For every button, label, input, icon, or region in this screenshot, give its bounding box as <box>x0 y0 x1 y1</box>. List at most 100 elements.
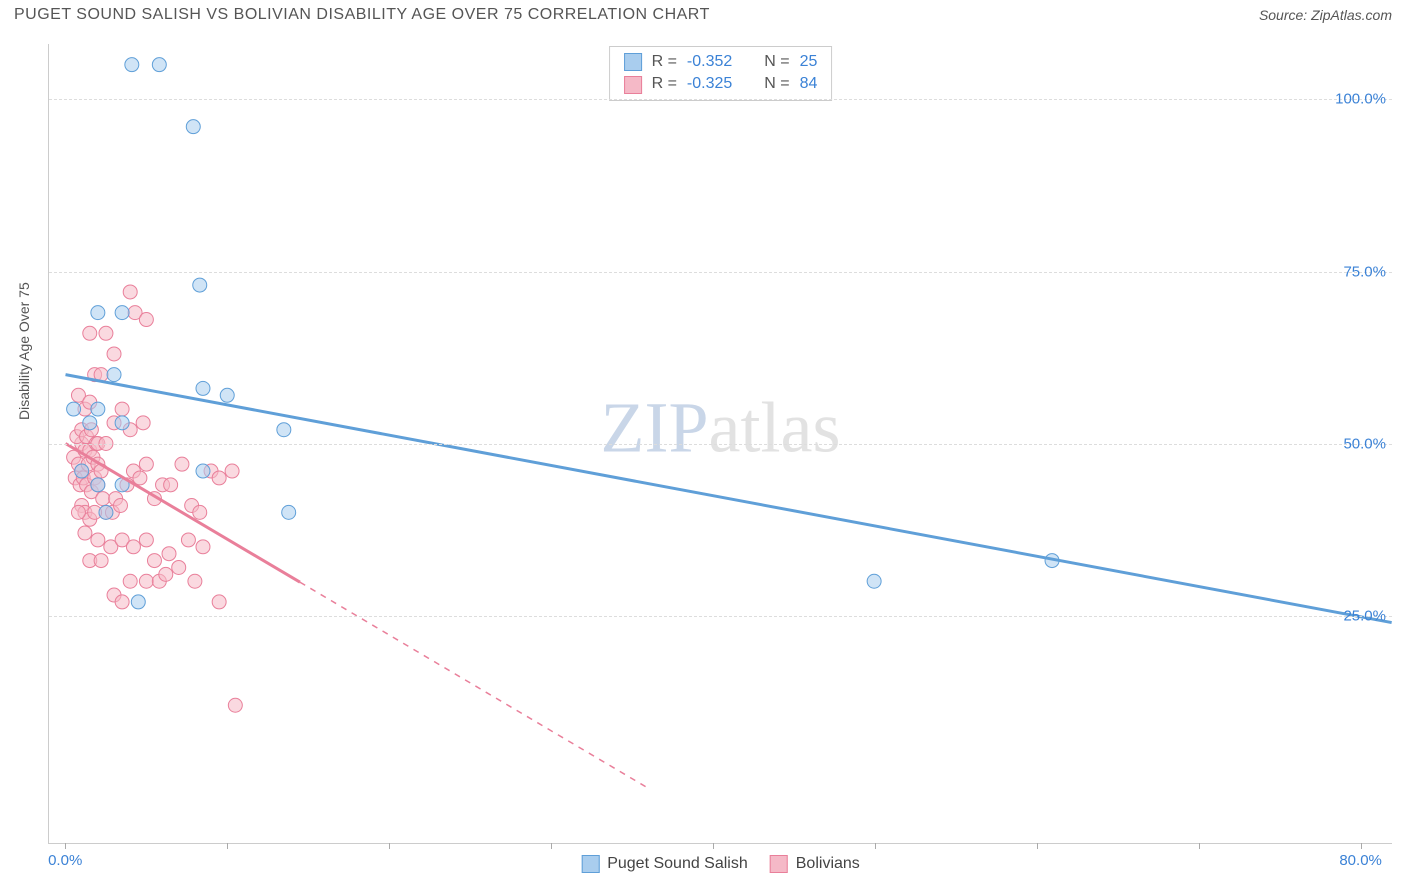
legend-swatch-1 <box>770 855 788 873</box>
data-point <box>94 554 108 568</box>
n-label-0: N = <box>764 51 789 73</box>
data-point <box>136 416 150 430</box>
data-point <box>71 505 85 519</box>
legend-label-0: Puget Sound Salish <box>607 855 748 873</box>
r-value-1: -0.325 <box>687 73 732 95</box>
data-point <box>277 423 291 437</box>
data-point <box>83 326 97 340</box>
xtick <box>227 843 228 849</box>
data-point <box>133 471 147 485</box>
ytick-label: 100.0% <box>1335 91 1386 108</box>
data-point <box>115 306 129 320</box>
data-point <box>115 595 129 609</box>
stats-row-1: R = -0.325 N = 84 <box>624 73 818 95</box>
data-point <box>107 368 121 382</box>
data-point <box>75 464 89 478</box>
data-point <box>162 547 176 561</box>
data-point <box>193 278 207 292</box>
legend: Puget Sound Salish Bolivians <box>581 855 860 873</box>
data-point <box>126 540 140 554</box>
data-point <box>139 533 153 547</box>
data-point <box>193 505 207 519</box>
data-point <box>67 402 81 416</box>
data-point <box>147 554 161 568</box>
data-point <box>91 478 105 492</box>
gridline-h <box>49 616 1392 617</box>
source-text: Source: ZipAtlas.com <box>1259 7 1392 23</box>
chart-plot-area: ZIPatlas R = -0.352 N = 25 R = -0.325 N … <box>48 44 1392 844</box>
swatch-series-0 <box>624 53 642 71</box>
data-point <box>123 574 137 588</box>
data-point <box>867 574 881 588</box>
y-axis-label: Disability Age Over 75 <box>16 282 32 420</box>
data-point <box>188 574 202 588</box>
r-label-1: R = <box>652 73 677 95</box>
n-value-1: 84 <box>800 73 818 95</box>
data-point <box>175 457 189 471</box>
data-point <box>78 526 92 540</box>
data-point <box>107 347 121 361</box>
data-point <box>212 471 226 485</box>
data-point <box>99 326 113 340</box>
data-point <box>91 533 105 547</box>
data-point <box>159 567 173 581</box>
data-point <box>125 58 139 72</box>
data-point <box>212 595 226 609</box>
data-point <box>220 388 234 402</box>
gridline-h <box>49 444 1392 445</box>
gridline-h <box>49 99 1392 100</box>
data-point <box>172 560 186 574</box>
n-value-0: 25 <box>800 51 818 73</box>
legend-swatch-0 <box>581 855 599 873</box>
data-point <box>91 306 105 320</box>
xtick-label: 80.0% <box>1339 852 1382 869</box>
chart-title: PUGET SOUND SALISH VS BOLIVIAN DISABILIT… <box>14 6 710 24</box>
data-point <box>83 416 97 430</box>
data-point <box>225 464 239 478</box>
gridline-h <box>49 272 1392 273</box>
data-point <box>114 499 128 513</box>
r-value-0: -0.352 <box>687 51 732 73</box>
ytick-label: 25.0% <box>1343 608 1386 625</box>
xtick <box>551 843 552 849</box>
data-point <box>115 402 129 416</box>
data-point <box>228 698 242 712</box>
data-point <box>186 120 200 134</box>
stats-row-0: R = -0.352 N = 25 <box>624 51 818 73</box>
data-point <box>139 313 153 327</box>
xtick <box>1361 843 1362 849</box>
data-point <box>196 540 210 554</box>
xtick <box>65 843 66 849</box>
data-point <box>139 457 153 471</box>
data-point <box>152 58 166 72</box>
data-point <box>282 505 296 519</box>
data-point <box>196 464 210 478</box>
legend-item-0: Puget Sound Salish <box>581 855 748 873</box>
legend-item-1: Bolivians <box>770 855 860 873</box>
data-point <box>96 492 110 506</box>
legend-label-1: Bolivians <box>796 855 860 873</box>
xtick <box>1037 843 1038 849</box>
data-point <box>99 505 113 519</box>
trend-line-dashed <box>300 582 648 788</box>
xtick <box>875 843 876 849</box>
data-point <box>139 574 153 588</box>
xtick <box>389 843 390 849</box>
data-point <box>131 595 145 609</box>
xtick-label: 0.0% <box>48 852 82 869</box>
data-point <box>91 402 105 416</box>
data-point <box>164 478 178 492</box>
ytick-label: 50.0% <box>1343 436 1386 453</box>
data-point <box>123 285 137 299</box>
data-point <box>181 533 195 547</box>
xtick <box>713 843 714 849</box>
correlation-stats-box: R = -0.352 N = 25 R = -0.325 N = 84 <box>609 46 833 101</box>
data-point <box>115 416 129 430</box>
r-label-0: R = <box>652 51 677 73</box>
xtick <box>1199 843 1200 849</box>
data-point <box>196 381 210 395</box>
swatch-series-1 <box>624 76 642 94</box>
ytick-label: 75.0% <box>1343 263 1386 280</box>
trend-line-solid <box>66 375 1392 623</box>
n-label-1: N = <box>764 73 789 95</box>
